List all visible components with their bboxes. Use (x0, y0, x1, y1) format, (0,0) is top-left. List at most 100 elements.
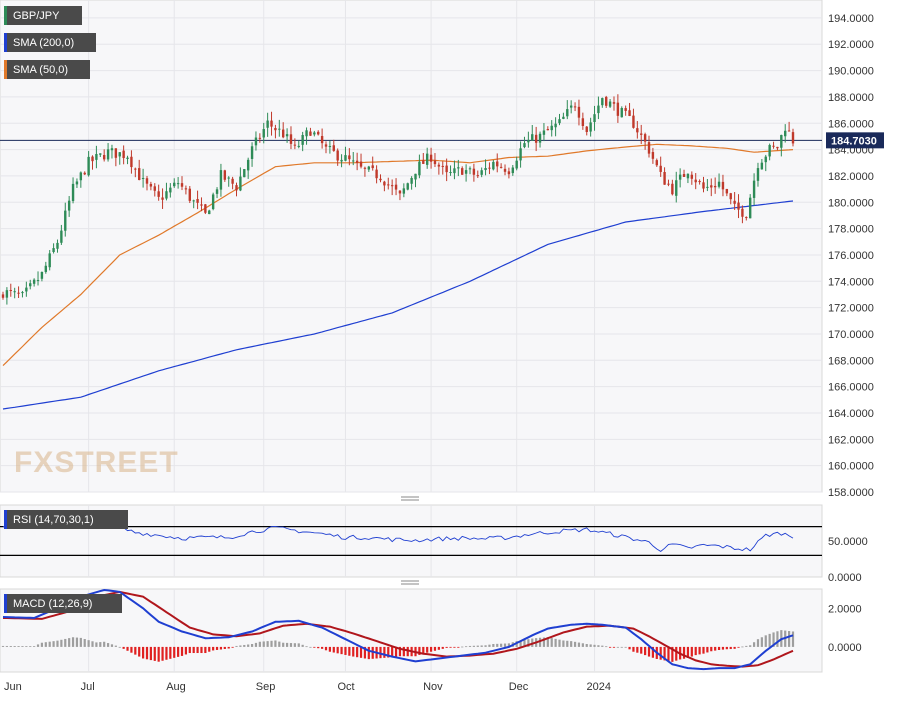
macd-histogram-bar (788, 631, 791, 647)
macd-histogram-bar (145, 646, 149, 660)
candle (702, 176, 705, 193)
macd-histogram-bar (324, 646, 328, 651)
macd-histogram-bar (227, 646, 230, 649)
candle (305, 127, 308, 145)
macd-histogram-bar (441, 646, 444, 649)
macd-histogram-bar (503, 643, 507, 647)
candle (371, 156, 374, 171)
candle (776, 146, 779, 151)
candle (254, 131, 258, 151)
macd-histogram-bar (91, 641, 94, 647)
candle (643, 132, 647, 150)
price-tick-label: 186.0000 (828, 118, 874, 130)
candle (616, 94, 620, 123)
macd-histogram-bar (157, 646, 160, 662)
candle (628, 102, 631, 117)
macd-histogram-bar (418, 646, 421, 655)
candle (725, 188, 729, 197)
macd-histogram-bar (616, 646, 619, 648)
macd-histogram-bar (694, 646, 697, 656)
macd-histogram-bar (344, 646, 347, 655)
candle (184, 185, 188, 195)
candles (1, 94, 795, 305)
macd-histogram-bar (387, 646, 390, 658)
macd-histogram-bar (457, 646, 460, 648)
candle (476, 170, 479, 178)
macd-histogram-bar (212, 646, 215, 651)
macd-histogram-bar (9, 645, 12, 647)
svg-text:RSI (14,70,30,1): RSI (14,70,30,1) (13, 514, 94, 526)
macd-histogram-bar (247, 644, 250, 647)
month-label: Aug (166, 681, 186, 693)
macd-lines (1, 588, 795, 671)
candle (149, 181, 153, 191)
svg-text:GBP/JPY: GBP/JPY (13, 10, 60, 22)
price-tick-label: 158.0000 (828, 487, 874, 499)
candle (748, 194, 752, 219)
candle (445, 158, 448, 182)
candle (562, 112, 565, 120)
macd-histogram-bar (647, 646, 651, 657)
candle (558, 113, 561, 126)
macd-histogram-bar (760, 637, 763, 647)
macd-histogram-bar (453, 646, 456, 648)
candle (285, 128, 289, 143)
macd-histogram-bar (371, 646, 374, 659)
macd-histogram-bar (52, 641, 55, 647)
candle (336, 148, 339, 166)
candle (605, 95, 608, 109)
watermark-text: FXSTREET (14, 446, 179, 479)
sma-lines (0, 139, 822, 410)
candle (710, 178, 713, 197)
candle (601, 97, 604, 108)
rsi-line (2, 520, 794, 552)
macd-histogram-bar (756, 639, 760, 647)
macd-histogram-bar (644, 646, 647, 656)
macd-histogram-bar (29, 646, 32, 647)
candle (410, 176, 413, 190)
candle (569, 100, 573, 114)
candle (585, 125, 588, 136)
macd-histogram-bar (173, 646, 176, 658)
macd-histogram-bar (21, 646, 24, 647)
candle (114, 148, 118, 167)
candle (523, 136, 526, 149)
candle (721, 174, 725, 197)
candle (118, 151, 121, 165)
candle (573, 102, 577, 112)
macd-histogram-bar (523, 639, 526, 647)
month-label: Jun (4, 681, 22, 693)
macd-histogram-bar (79, 637, 82, 647)
macd-histogram-bar (589, 644, 592, 647)
macd-histogram-bar (659, 646, 662, 660)
candle (36, 271, 40, 286)
macd-histogram-bar (745, 645, 748, 647)
price-panel (0, 0, 823, 493)
macd-histogram-bar (328, 646, 331, 652)
candle (764, 154, 767, 172)
candle (554, 117, 557, 137)
price-tick-label: 190.0000 (828, 66, 874, 78)
macd-histogram-bar (71, 637, 75, 647)
candle (433, 153, 437, 168)
candle (713, 177, 717, 194)
month-label: Oct (337, 681, 354, 693)
macd-histogram-bar (752, 642, 756, 647)
macd-histogram-bar (56, 640, 59, 647)
candle (527, 131, 530, 148)
macd-histogram-bar (184, 646, 188, 655)
candle (534, 126, 538, 152)
candle (698, 179, 701, 185)
candle (780, 134, 783, 157)
resize-handle-rsi[interactable] (400, 495, 420, 502)
macd-histogram-bar (1, 645, 5, 647)
macd-histogram-bar (484, 645, 487, 647)
macd-histogram-bar (262, 641, 265, 647)
candle (262, 122, 265, 144)
candle (243, 169, 246, 178)
candle (671, 179, 674, 196)
candle (320, 128, 324, 149)
resize-handle-macd[interactable] (400, 579, 420, 586)
candle (161, 188, 164, 209)
macd-histogram-bar (398, 646, 402, 657)
